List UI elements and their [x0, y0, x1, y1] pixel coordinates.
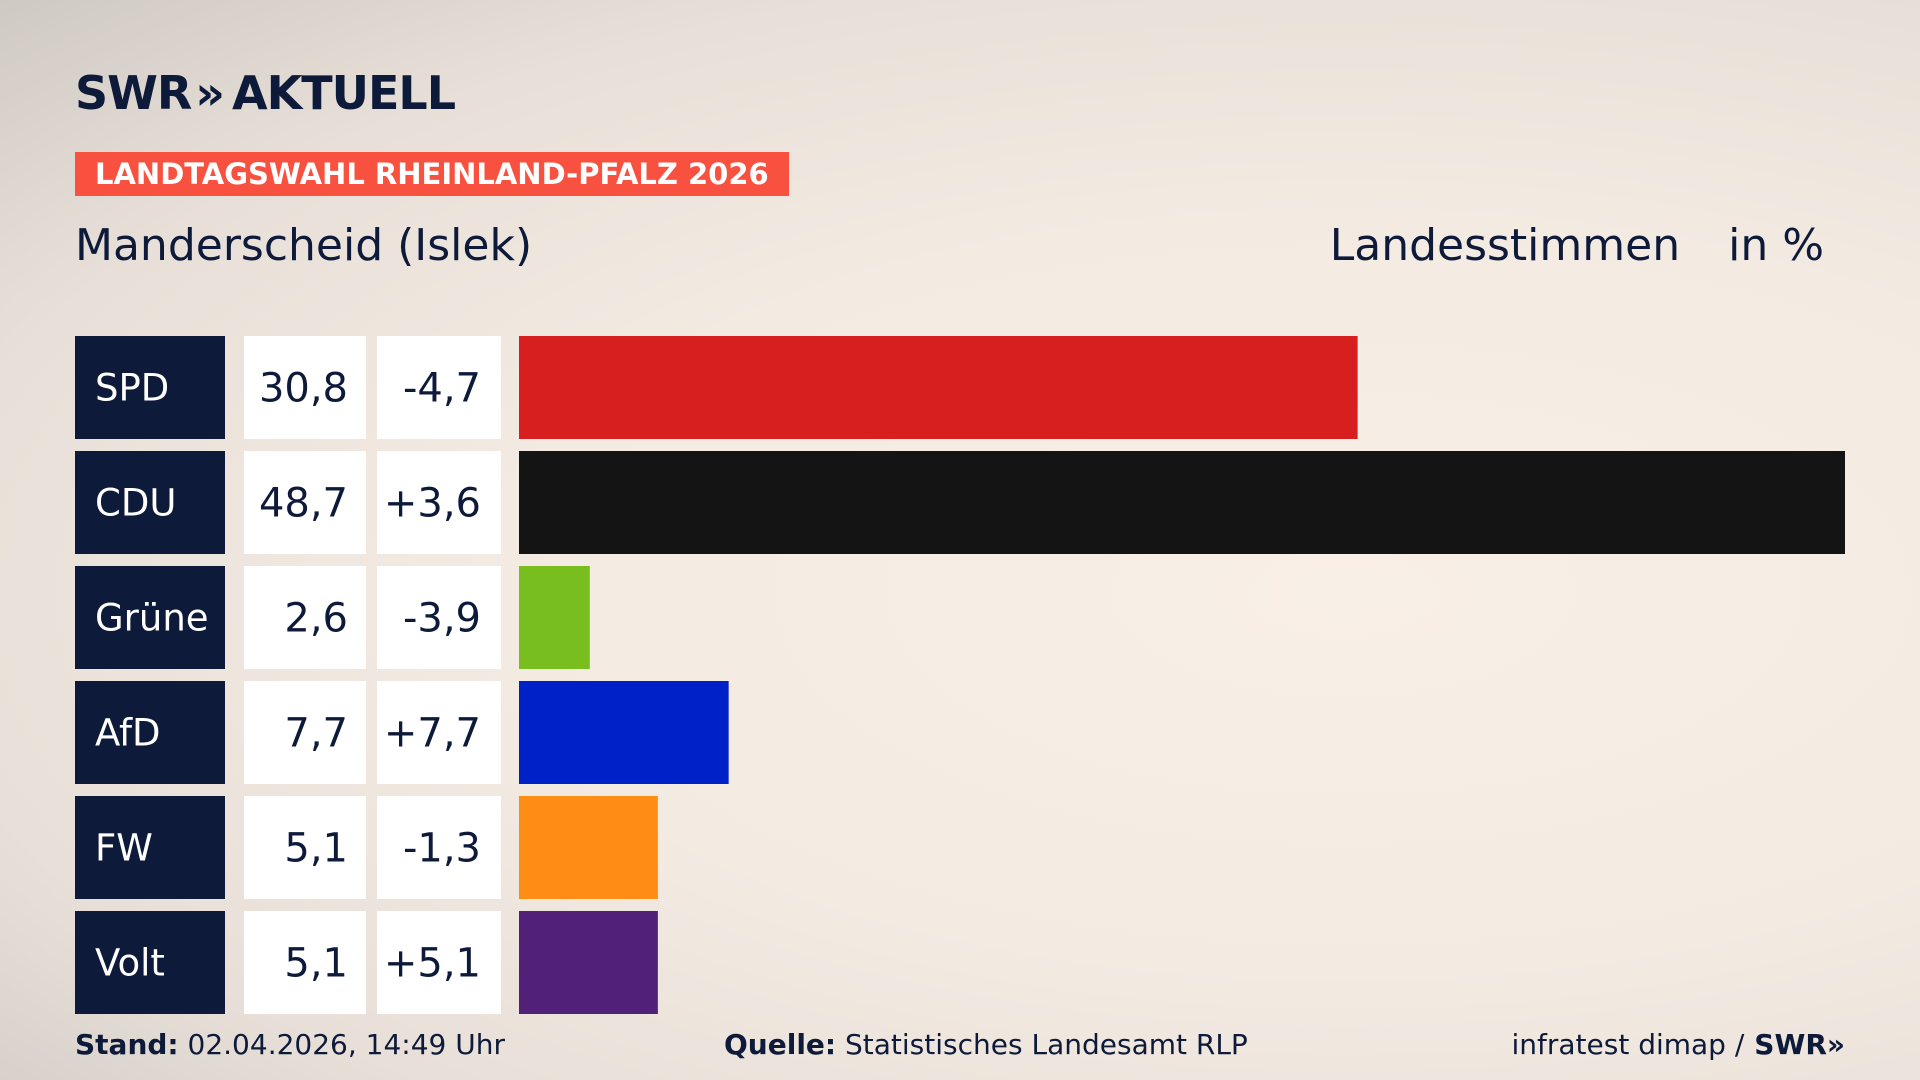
- value-box: [244, 566, 366, 669]
- chart-row-afd: AfD 7,7 +7,7: [75, 681, 729, 784]
- results-bar-chart: SPD 30,8 -4,7 CDU 48,7 +3,6 Grüne 2,6 -3,9 AfD 7,7…: [75, 336, 1845, 1014]
- election-banner: LANDTAGSWAHL RHEINLAND-PFALZ 2026: [75, 152, 789, 196]
- footer-credit: infratest dimap / SWR»: [1511, 1028, 1845, 1061]
- change-label: +5,1: [384, 941, 481, 987]
- value-box: [244, 451, 366, 554]
- stand-value: 02.04.2026, 14:49 Uhr: [187, 1028, 505, 1061]
- value-label: 5,1: [284, 826, 348, 872]
- value-label: 2,6: [284, 596, 348, 642]
- change-box: [377, 566, 501, 669]
- party-box: [75, 681, 225, 784]
- change-label: +7,7: [384, 711, 481, 757]
- party-box: [75, 451, 225, 554]
- metric-header: Landesstimmen in %: [1330, 220, 1824, 271]
- swr-aktuell-logo: SWR » AKTUELL: [75, 66, 456, 120]
- bar-cdu: [519, 451, 1845, 554]
- unit-label: in %: [1728, 220, 1824, 271]
- chart-row-spd: SPD 30,8 -4,7: [75, 336, 1358, 439]
- change-box: [377, 796, 501, 899]
- party-box: [75, 336, 225, 439]
- metric-label: Landesstimmen: [1329, 220, 1681, 271]
- bar-spd: [519, 336, 1358, 439]
- party-label: Volt: [95, 942, 165, 985]
- change-box: [377, 336, 501, 439]
- party-label: AfD: [95, 712, 161, 755]
- credit-swr-logo: SWR»: [1754, 1028, 1845, 1061]
- change-box: [377, 911, 501, 1014]
- chart-row-fw: FW 5,1 -1,3: [75, 796, 658, 899]
- logo-swr-text: SWR: [75, 66, 192, 120]
- logo-chevron-icon: »: [195, 66, 225, 120]
- change-box: [377, 451, 501, 554]
- chart-row-cdu: CDU 48,7 +3,6: [75, 451, 1845, 554]
- value-box: [244, 336, 366, 439]
- bar-grüne: [519, 566, 590, 669]
- bar-afd: [519, 681, 729, 784]
- change-box: [377, 681, 501, 784]
- quelle-value: Statistisches Landesamt RLP: [845, 1028, 1248, 1061]
- region-title: Manderscheid (Islek): [75, 220, 533, 271]
- value-label: 48,7: [259, 481, 348, 527]
- value-label: 30,8: [259, 366, 348, 412]
- chart-row-grüne: Grüne 2,6 -3,9: [75, 566, 590, 669]
- value-label: 5,1: [284, 941, 348, 987]
- value-box: [244, 681, 366, 784]
- value-box: [244, 796, 366, 899]
- stand-label: Stand:: [75, 1028, 179, 1061]
- value-label: 7,7: [284, 711, 348, 757]
- party-box: [75, 911, 225, 1014]
- party-box: [75, 566, 225, 669]
- bar-fw: [519, 796, 658, 899]
- party-label: Grüne: [95, 597, 209, 640]
- bar-volt: [519, 911, 658, 1014]
- change-label: +3,6: [384, 481, 481, 527]
- party-label: CDU: [95, 482, 176, 525]
- change-label: -1,3: [403, 826, 481, 872]
- change-label: -4,7: [403, 366, 481, 412]
- party-label: SPD: [95, 367, 169, 410]
- footer-quelle: Quelle: Statistisches Landesamt RLP: [724, 1028, 1248, 1061]
- party-box: [75, 796, 225, 899]
- party-label: FW: [95, 827, 153, 870]
- quelle-label: Quelle:: [724, 1028, 837, 1061]
- chart-row-volt: Volt 5,1 +5,1: [75, 911, 658, 1014]
- change-label: -3,9: [403, 596, 481, 642]
- logo-aktuell-text: AKTUELL: [232, 66, 456, 120]
- footer-stand: Stand: 02.04.2026, 14:49 Uhr: [75, 1028, 505, 1061]
- value-box: [244, 911, 366, 1014]
- credit-text: infratest dimap /: [1511, 1028, 1745, 1061]
